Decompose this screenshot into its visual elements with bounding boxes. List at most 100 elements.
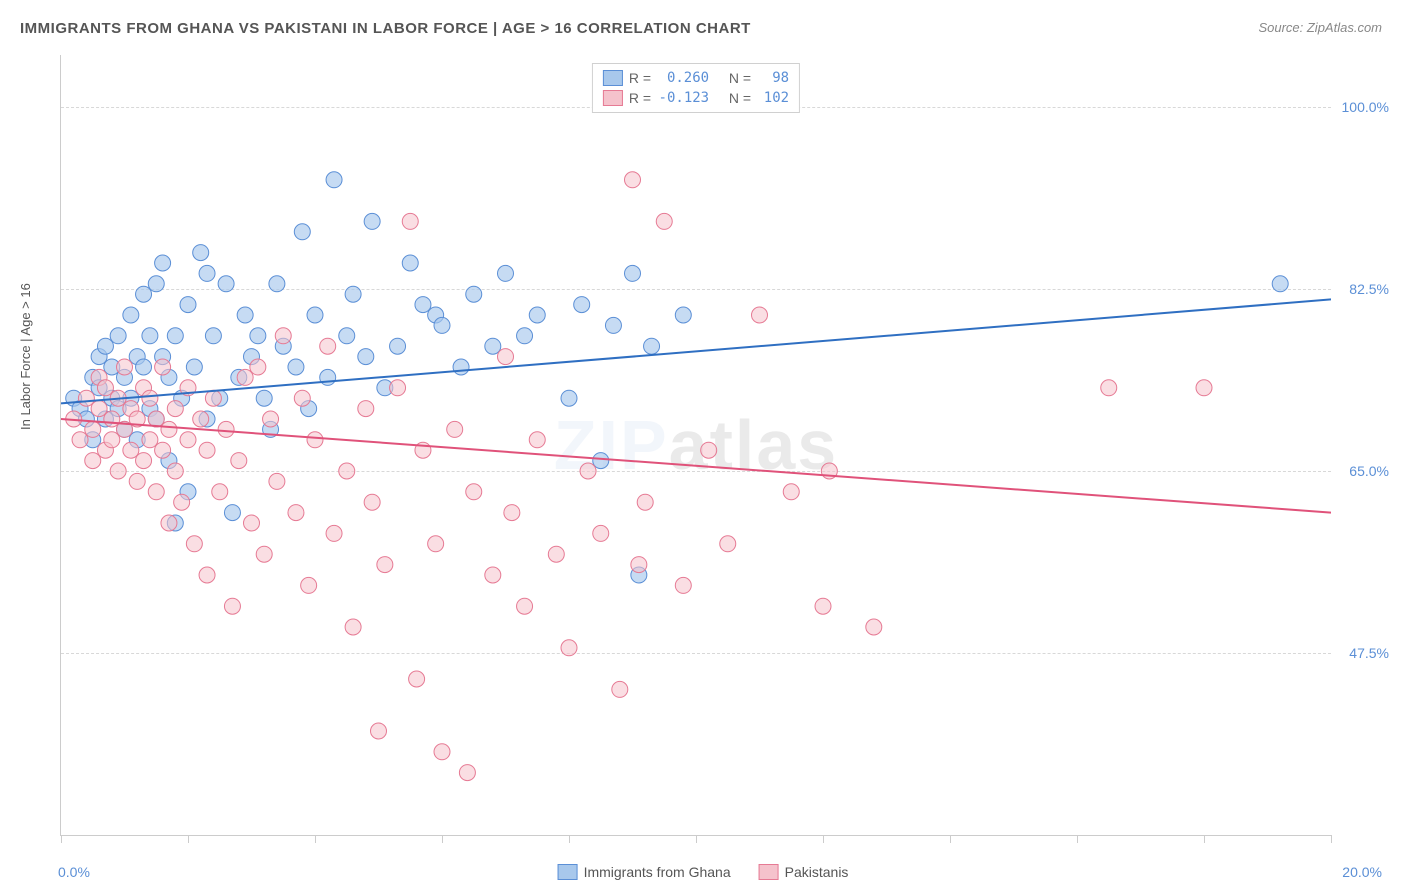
scatter-point xyxy=(97,338,113,354)
scatter-point xyxy=(78,390,94,406)
scatter-point xyxy=(320,338,336,354)
scatter-point xyxy=(129,473,145,489)
scatter-point xyxy=(250,328,266,344)
scatter-point xyxy=(675,307,691,323)
scatter-point xyxy=(180,432,196,448)
scatter-point xyxy=(72,432,88,448)
scatter-point xyxy=(434,317,450,333)
x-tick xyxy=(315,835,316,843)
scatter-point xyxy=(301,577,317,593)
scatter-point xyxy=(656,213,672,229)
scatter-point xyxy=(269,473,285,489)
y-axis-label: In Labor Force | Age > 16 xyxy=(18,283,33,430)
scatter-point xyxy=(148,484,164,500)
scatter-point xyxy=(244,515,260,531)
scatter-point xyxy=(199,567,215,583)
scatter-point xyxy=(307,307,323,323)
scatter-point xyxy=(548,546,564,562)
scatter-point xyxy=(250,359,266,375)
n-label: N = xyxy=(729,90,751,106)
scatter-point xyxy=(148,411,164,427)
scatter-point xyxy=(574,297,590,313)
scatter-point xyxy=(269,276,285,292)
scatter-point xyxy=(701,442,717,458)
scatter-point xyxy=(371,723,387,739)
scatter-point xyxy=(167,401,183,417)
scatter-point xyxy=(167,328,183,344)
scatter-point xyxy=(85,421,101,437)
scatter-point xyxy=(167,463,183,479)
chart-title: IMMIGRANTS FROM GHANA VS PAKISTANI IN LA… xyxy=(20,20,751,37)
scatter-point xyxy=(148,276,164,292)
scatter-point xyxy=(593,525,609,541)
r-value-ghana: 0.260 xyxy=(657,70,709,86)
scatter-point xyxy=(218,421,234,437)
scatter-point xyxy=(263,411,279,427)
gridline-label: 65.0% xyxy=(1349,463,1389,479)
scatter-point xyxy=(288,359,304,375)
legend-bottom: Immigrants from Ghana Pakistanis xyxy=(558,864,849,880)
scatter-point xyxy=(205,328,221,344)
scatter-point xyxy=(447,421,463,437)
trend-line xyxy=(61,419,1331,513)
scatter-point xyxy=(136,453,152,469)
scatter-point xyxy=(136,359,152,375)
scatter-point xyxy=(193,411,209,427)
scatter-point xyxy=(224,598,240,614)
scatter-point xyxy=(123,307,139,323)
swatch-pakistani xyxy=(603,90,623,106)
legend-stats-row: R = 0.260 N = 98 xyxy=(603,68,789,88)
scatter-point xyxy=(466,286,482,302)
scatter-point xyxy=(498,265,514,281)
legend-stats: R = 0.260 N = 98 R = -0.123 N = 102 xyxy=(592,63,800,113)
x-tick xyxy=(188,835,189,843)
scatter-point xyxy=(625,265,641,281)
scatter-point xyxy=(637,494,653,510)
scatter-point xyxy=(498,349,514,365)
legend-label: Pakistanis xyxy=(785,864,849,880)
scatter-point xyxy=(224,505,240,521)
scatter-point xyxy=(212,484,228,500)
scatter-point xyxy=(434,744,450,760)
scatter-point xyxy=(605,317,621,333)
chart-area: ZIPatlas R = 0.260 N = 98 R = -0.123 N =… xyxy=(60,55,1331,836)
scatter-point xyxy=(504,505,520,521)
scatter-point xyxy=(1272,276,1288,292)
scatter-point xyxy=(237,369,253,385)
scatter-point xyxy=(390,380,406,396)
scatter-point xyxy=(186,536,202,552)
scatter-point xyxy=(345,619,361,635)
scatter-point xyxy=(294,390,310,406)
swatch-ghana xyxy=(558,864,578,880)
x-tick xyxy=(61,835,62,843)
scatter-point xyxy=(142,328,158,344)
scatter-point xyxy=(485,567,501,583)
scatter-point xyxy=(85,453,101,469)
gridline-label: 82.5% xyxy=(1349,281,1389,297)
x-axis-max-label: 20.0% xyxy=(1342,864,1382,880)
r-label: R = xyxy=(629,90,651,106)
scatter-point xyxy=(155,442,171,458)
legend-stats-row: R = -0.123 N = 102 xyxy=(603,88,789,108)
scatter-point xyxy=(142,432,158,448)
scatter-point xyxy=(231,453,247,469)
scatter-point xyxy=(644,338,660,354)
scatter-point xyxy=(390,338,406,354)
x-tick xyxy=(1204,835,1205,843)
scatter-point xyxy=(199,442,215,458)
scatter-point xyxy=(218,276,234,292)
x-axis-min-label: 0.0% xyxy=(58,864,90,880)
scatter-point xyxy=(345,286,361,302)
scatter-point xyxy=(783,484,799,500)
scatter-point xyxy=(155,359,171,375)
scatter-point xyxy=(110,328,126,344)
scatter-point xyxy=(358,349,374,365)
scatter-point xyxy=(339,463,355,479)
scatter-point xyxy=(104,411,120,427)
scatter-point xyxy=(675,577,691,593)
scatter-point xyxy=(110,463,126,479)
scatter-point xyxy=(97,380,113,396)
scatter-point xyxy=(625,172,641,188)
scatter-point xyxy=(193,245,209,261)
swatch-ghana xyxy=(603,70,623,86)
